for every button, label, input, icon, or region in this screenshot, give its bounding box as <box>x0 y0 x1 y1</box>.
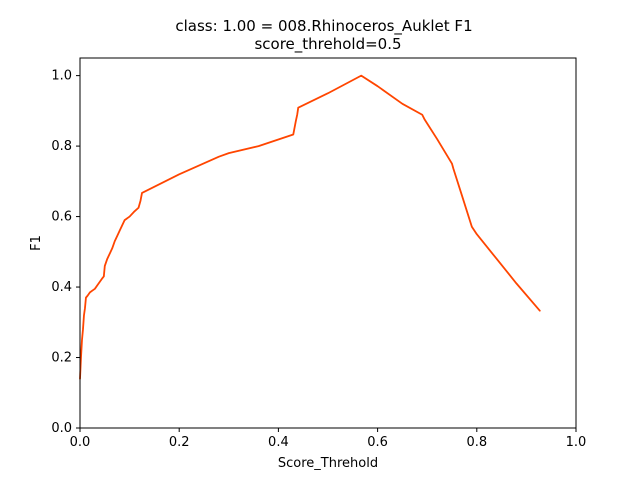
y-axis-label: F1 <box>29 235 44 251</box>
x-axis: 0.0 0.2 0.4 0.6 0.8 1.0 <box>70 428 587 450</box>
x-tick-label: 0.4 <box>268 435 289 450</box>
chart-subtitle: score_threhold=0.5 <box>254 35 401 54</box>
y-tick-label: 0.8 <box>51 139 72 154</box>
x-tick-label: 1.0 <box>566 435 587 450</box>
y-tick-label: 0.6 <box>51 210 72 225</box>
y-axis: 0.0 0.2 0.4 0.6 0.8 1.0 <box>51 69 80 436</box>
y-tick-label: 0.2 <box>51 351 72 366</box>
x-tick-label: 0.2 <box>169 435 190 450</box>
chart-title: class: 1.00 = 008.Rhinoceros_Auklet F1 <box>175 17 472 36</box>
x-tick-label: 0.0 <box>70 435 91 450</box>
y-tick-label: 0.0 <box>51 421 72 436</box>
x-tick-label: 0.6 <box>367 435 388 450</box>
y-tick-label: 0.4 <box>51 280 72 295</box>
y-tick-label: 1.0 <box>51 69 72 84</box>
x-axis-label: Score_Threhold <box>278 456 378 471</box>
series-line <box>79 74 541 380</box>
plot-frame <box>79 57 577 429</box>
plot-area <box>79 74 541 380</box>
x-tick-label: 0.8 <box>466 435 487 450</box>
